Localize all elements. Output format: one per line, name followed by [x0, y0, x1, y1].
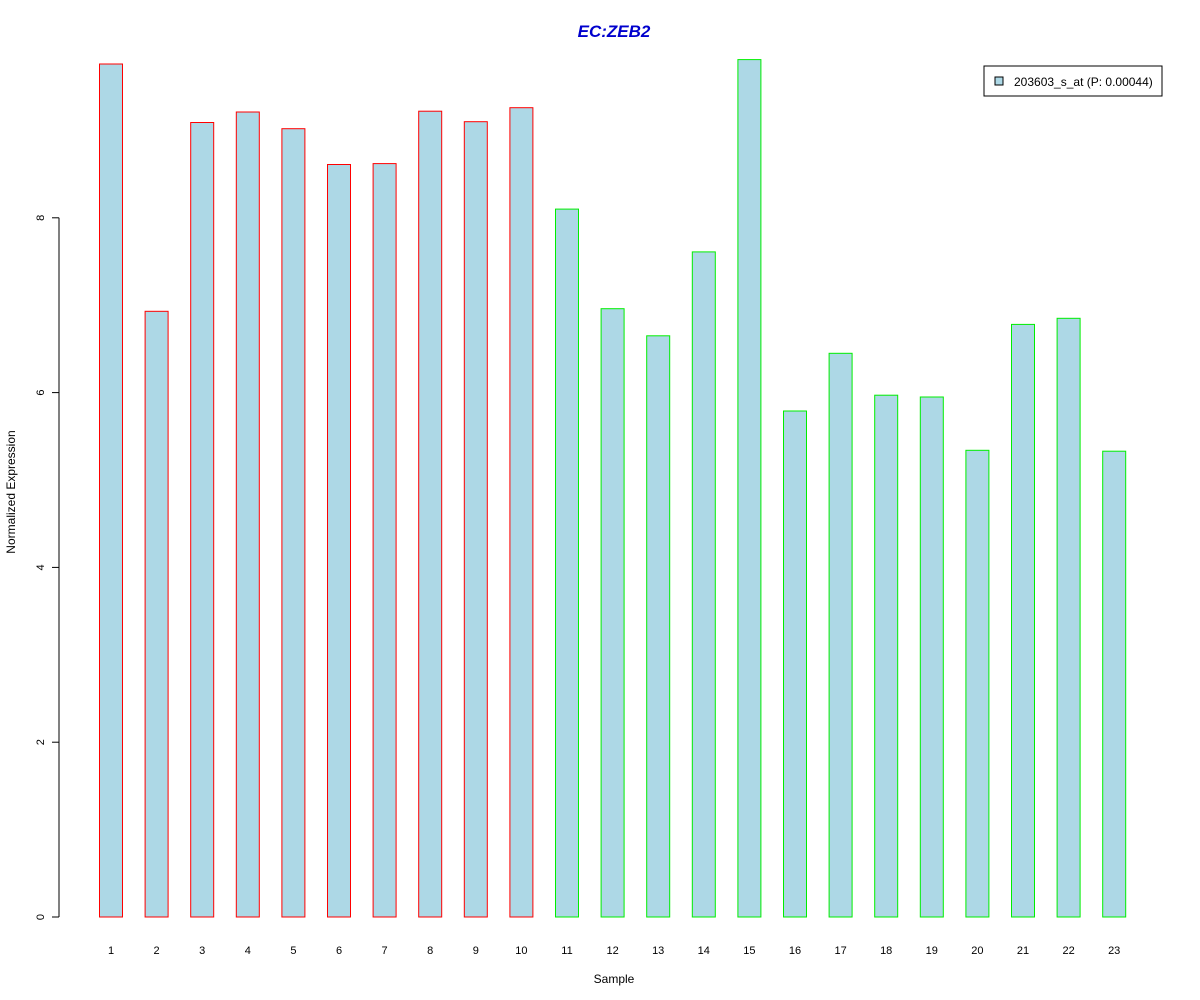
y-tick-label: 0 — [35, 914, 47, 920]
bar — [874, 394, 899, 918]
y-axis-label: Normalized Expression — [4, 430, 18, 553]
x-tick-label: 20 — [971, 945, 983, 957]
y-tick-label: 8 — [35, 215, 47, 221]
chart-title: EC:ZEB2 — [578, 22, 651, 41]
x-tick-label: 10 — [515, 945, 527, 957]
x-tick-label: 19 — [926, 945, 938, 957]
y-tick-label: 4 — [35, 564, 47, 570]
x-tick-label: 11 — [561, 945, 572, 957]
bar — [783, 410, 807, 918]
bar — [919, 396, 944, 918]
bars-group — [99, 59, 1127, 918]
bar — [418, 110, 443, 918]
x-tick-label: 7 — [382, 945, 388, 957]
bar — [691, 251, 716, 918]
bar — [555, 208, 579, 918]
x-tick-label: 9 — [473, 945, 479, 957]
legend: 203603_s_at (P: 0.00044) — [983, 65, 1163, 97]
x-tick-label: 22 — [1062, 945, 1074, 957]
bar — [190, 122, 215, 918]
legend-swatch — [994, 76, 1004, 86]
x-axis-label: Sample — [594, 972, 635, 986]
x-tick-label: 23 — [1108, 945, 1120, 957]
y-tick-label: 2 — [35, 739, 47, 745]
bar — [281, 128, 306, 918]
x-tick-label: 12 — [606, 945, 618, 957]
y-axis: 0 2 4 6 8 — [35, 215, 60, 920]
bar — [646, 335, 671, 918]
bar — [144, 310, 169, 918]
x-tick-label: 16 — [789, 945, 801, 957]
x-tick-label: 4 — [245, 945, 251, 957]
bar — [463, 121, 488, 918]
x-tick-label: 6 — [336, 945, 342, 957]
x-tick-label: 8 — [427, 945, 433, 957]
bar — [372, 163, 397, 918]
bar — [235, 111, 260, 918]
bar — [600, 308, 625, 918]
x-tick-label: 17 — [834, 945, 846, 957]
x-tick-label: 1 — [108, 945, 114, 957]
bar — [327, 164, 351, 918]
x-tick-label: 21 — [1017, 945, 1029, 957]
x-tick-label: 3 — [199, 945, 205, 957]
bar — [828, 352, 853, 918]
x-tick-labels: 1 2 3 4 5 6 7 8 9 10 11 12 13 14 15 16 17 18 19 20 21 22 23 — [108, 945, 1120, 957]
legend-label: 203603_s_at (P: 0.00044) — [1014, 75, 1153, 89]
bar — [99, 63, 123, 918]
bar — [965, 449, 990, 918]
bar — [1011, 323, 1035, 918]
x-tick-label: 15 — [743, 945, 755, 957]
x-tick-label: 18 — [880, 945, 892, 957]
x-tick-label: 2 — [154, 945, 160, 957]
bar — [737, 59, 762, 918]
y-tick-label: 6 — [35, 390, 47, 396]
x-tick-label: 5 — [290, 945, 296, 957]
bar — [1102, 450, 1127, 918]
bar — [1056, 317, 1081, 918]
x-tick-label: 13 — [652, 945, 664, 957]
x-tick-label: 14 — [698, 945, 710, 957]
legend-box — [983, 65, 1163, 97]
bar — [509, 107, 534, 918]
